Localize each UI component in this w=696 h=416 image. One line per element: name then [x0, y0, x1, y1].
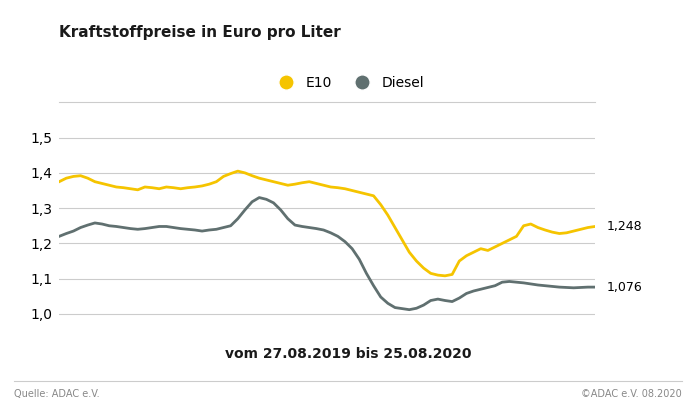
- Text: ©ADAC e.V. 08.2020: ©ADAC e.V. 08.2020: [581, 389, 682, 399]
- Text: vom 27.08.2019 bis 25.08.2020: vom 27.08.2019 bis 25.08.2020: [225, 347, 471, 361]
- Text: Kraftstoffpreise in Euro pro Liter: Kraftstoffpreise in Euro pro Liter: [59, 25, 341, 40]
- Text: Quelle: ADAC e.V.: Quelle: ADAC e.V.: [14, 389, 100, 399]
- Text: 1,248: 1,248: [606, 220, 642, 233]
- Legend: E10, Diesel: E10, Diesel: [272, 76, 424, 90]
- Text: 1,076: 1,076: [606, 281, 642, 294]
